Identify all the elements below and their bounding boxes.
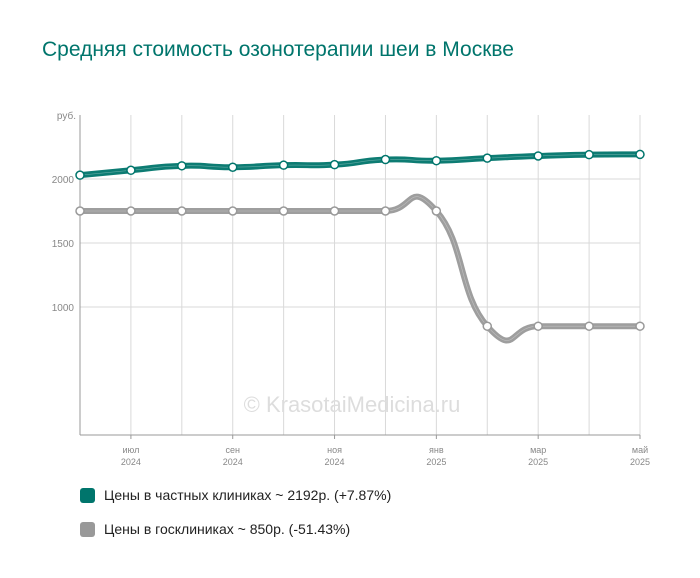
data-point <box>278 160 289 170</box>
legend-label-public: Цены в госклиниках ~ 850р. (-51.43%) <box>104 521 351 537</box>
series-line-highlight <box>79 154 641 176</box>
data-point <box>533 321 543 331</box>
series-line <box>77 151 643 179</box>
x-tick-label-year: 2025 <box>426 457 446 467</box>
x-tick-label-year: 2024 <box>121 457 141 467</box>
x-tick-label-year: 2025 <box>528 457 548 467</box>
series-0 <box>75 149 645 180</box>
x-tick-label-month: янв <box>429 445 444 455</box>
x-tick-label-year: 2025 <box>630 457 650 467</box>
data-point <box>380 206 391 216</box>
data-point <box>227 162 238 172</box>
x-tick-label-month: ноя <box>327 445 342 455</box>
legend-item-public[interactable]: Цены в госклиниках ~ 850р. (-51.43%) <box>80 518 391 540</box>
x-tick-label-month: сен <box>225 445 240 455</box>
data-point <box>177 206 187 216</box>
line-chart: © KrasotaiMedicina.ru руб. 1000 1500 2000 ию… <box>52 110 650 467</box>
series-line <box>77 193 643 344</box>
legend-label-private: Цены в частных клиниках ~ 2192р. (+7.87%… <box>104 487 392 503</box>
x-tick-label-month: май <box>632 445 648 455</box>
watermark: © KrasotaiMedicina.ru <box>244 392 461 417</box>
data-point <box>75 170 85 180</box>
data-point <box>584 321 594 331</box>
data-point <box>431 206 442 216</box>
data-point <box>431 155 442 166</box>
x-tick-label-month: июл <box>122 445 139 455</box>
data-point <box>482 321 493 331</box>
data-point <box>482 153 493 163</box>
series-line-highlight <box>79 196 640 341</box>
data-point <box>126 206 136 216</box>
data-point <box>329 206 340 216</box>
data-point <box>533 151 543 161</box>
data-point <box>177 161 187 171</box>
y-tick-label: 1000 <box>52 303 75 314</box>
legend: Цены в частных клиниках ~ 2192р. (+7.87%… <box>80 484 391 552</box>
data-point <box>380 154 391 165</box>
y-tick-label: 1500 <box>52 239 75 250</box>
y-unit-label: руб. <box>57 110 76 122</box>
series-1 <box>75 193 645 344</box>
series-layer <box>75 149 645 344</box>
chart-title: Средняя стоимость озонотерапии шеи в Мос… <box>42 38 514 61</box>
grid <box>79 115 641 435</box>
data-point <box>227 206 238 216</box>
data-point <box>126 165 136 176</box>
data-point <box>75 206 85 216</box>
legend-swatch-private <box>80 487 95 503</box>
x-tick-label-year: 2024 <box>325 457 345 467</box>
data-point <box>635 321 645 331</box>
x-tick-label-year: 2024 <box>223 457 243 467</box>
data-point <box>635 149 645 160</box>
data-point <box>584 149 594 160</box>
legend-item-private[interactable]: Цены в частных клиниках ~ 2192р. (+7.87%… <box>80 484 391 506</box>
ticks: руб. 1000 1500 2000 июл 2024 сен 2024 ноя 2024 янв… <box>52 110 650 467</box>
legend-swatch-public <box>80 521 95 537</box>
x-tick-label-month: мар <box>530 445 546 455</box>
y-tick-label: 2000 <box>52 175 75 186</box>
data-point <box>278 206 289 216</box>
axes <box>79 115 641 439</box>
data-point <box>329 159 340 170</box>
